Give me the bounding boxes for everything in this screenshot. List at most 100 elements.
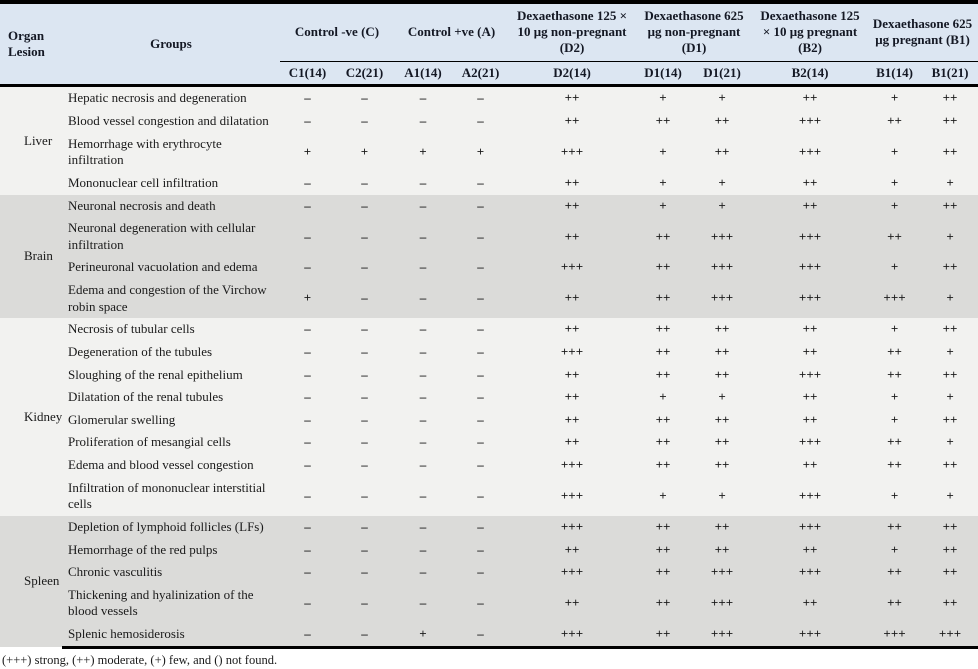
score-cell: ++	[753, 538, 868, 562]
score-cell: ++	[635, 256, 692, 280]
table-body: Liver Hepatic necrosis and degeneration – –…	[0, 85, 978, 649]
score-cell: –	[452, 476, 510, 516]
subcol-c1: C1(14)	[280, 61, 335, 88]
score-cell: +++	[753, 623, 868, 649]
score-cell: –	[452, 340, 510, 364]
subcol-b2: B2(14)	[753, 61, 868, 88]
score-cell: +++	[691, 279, 754, 319]
groups-header: Groups	[62, 2, 280, 88]
score-cell: –	[280, 256, 335, 280]
group-dexa-125-pregnant: Dexaethasone 125 × 10 μg pregnant (B2)	[753, 2, 868, 62]
organ-header-line2: Lesion	[8, 44, 45, 60]
score-cell: –	[394, 110, 452, 133]
organ-label: Liver	[0, 85, 62, 195]
organ-label: Spleen	[0, 515, 62, 648]
table-row: Liver Hepatic necrosis and degeneration – –…	[0, 85, 978, 195]
score-cell: –	[335, 279, 394, 319]
score-cell: –	[280, 217, 335, 257]
score-cell: –	[280, 476, 335, 516]
score-cell: +++	[509, 340, 636, 364]
score-cell: –	[394, 515, 452, 539]
table-row: Proliferation of mesangial cells – – – – ++ ++…	[0, 431, 978, 455]
score-cell: –	[335, 515, 394, 539]
organ-label: Brain	[0, 194, 62, 319]
group-control-positive: Control +ve (A)	[394, 2, 510, 62]
score-cell: +++	[753, 110, 868, 133]
score-cell: +	[335, 132, 394, 172]
score-cell: ++	[753, 340, 868, 364]
score-cell: ++	[753, 408, 868, 432]
score-cell: +	[867, 171, 923, 195]
score-cell: –	[452, 171, 510, 195]
score-cell: ++	[922, 515, 978, 539]
subcol-d1-21: D1(21)	[691, 61, 754, 88]
score-cell: ++	[509, 110, 636, 133]
score-cell: ++	[635, 431, 692, 455]
lesion-label: Perineuronal vacuolation and edema	[62, 256, 280, 280]
score-cell: ++	[753, 386, 868, 409]
organ-lesion-header: Organ Lesion	[0, 2, 62, 88]
score-cell: +	[635, 476, 692, 516]
table-row: Glomerular swelling – – – – ++ ++ ++ ++ + ++	[0, 408, 978, 432]
score-cell: ++	[691, 363, 754, 387]
score-cell: –	[335, 583, 394, 624]
score-cell: ++	[635, 561, 692, 584]
histopathology-table: Organ Lesion Groups Control -ve (C) Cont…	[0, 0, 978, 649]
table-footnote: (+++) strong, (++) moderate, (+) few, an…	[0, 648, 978, 668]
table-row: Blood vessel congestion and dilatation – –…	[0, 110, 978, 133]
group-control-negative: Control -ve (C)	[280, 2, 394, 62]
score-cell: +	[452, 132, 510, 172]
score-cell: ++	[509, 85, 636, 111]
score-cell: ++	[691, 132, 754, 172]
score-cell: +	[280, 132, 335, 172]
score-cell: –	[280, 386, 335, 409]
score-cell: –	[452, 363, 510, 387]
subcol-d2: D2(14)	[509, 61, 636, 88]
lesion-label: Hemorrhage with erythrocyte infiltration	[62, 132, 280, 172]
score-cell: ++	[691, 318, 754, 341]
lesion-label: Edema and blood vessel congestion	[62, 454, 280, 477]
score-cell: ++	[635, 279, 692, 319]
score-cell: –	[394, 194, 452, 218]
score-cell: +	[867, 408, 923, 432]
score-cell: –	[280, 171, 335, 195]
score-cell: –	[280, 538, 335, 562]
score-cell: +	[922, 386, 978, 409]
score-cell: +++	[509, 623, 636, 649]
score-cell: ++	[635, 217, 692, 257]
score-cell: +	[922, 431, 978, 455]
score-cell: –	[452, 538, 510, 562]
score-cell: –	[452, 279, 510, 319]
score-cell: ++	[867, 561, 923, 584]
score-cell: –	[280, 194, 335, 218]
score-cell: –	[335, 623, 394, 649]
score-cell: ++	[635, 623, 692, 649]
score-cell: ++	[509, 363, 636, 387]
score-cell: +++	[753, 132, 868, 172]
score-cell: –	[452, 431, 510, 455]
lesion-label: Neuronal degeneration with cellular infi…	[62, 217, 280, 257]
score-cell: ++	[867, 454, 923, 477]
score-cell: ++	[922, 561, 978, 584]
table-row: Hemorrhage with erythrocyte infiltration…	[0, 132, 978, 172]
score-cell: +	[867, 85, 923, 111]
score-cell: –	[452, 256, 510, 280]
score-cell: +++	[509, 561, 636, 584]
lesion-label: Depletion of lymphoid follicles (LFs)	[62, 515, 280, 539]
score-cell: –	[452, 110, 510, 133]
score-cell: ++	[509, 318, 636, 341]
score-cell: +++	[691, 623, 754, 649]
score-cell: +	[867, 318, 923, 341]
score-cell: –	[452, 561, 510, 584]
score-cell: +	[691, 171, 754, 195]
lesion-label: Glomerular swelling	[62, 408, 280, 432]
organ-header-line1: Organ	[8, 28, 45, 44]
subcol-a1: A1(14)	[394, 61, 452, 88]
score-cell: ++	[922, 408, 978, 432]
score-cell: +++	[509, 454, 636, 477]
score-cell: +	[922, 279, 978, 319]
score-cell: ++	[691, 340, 754, 364]
score-cell: ++	[753, 171, 868, 195]
score-cell: +++	[691, 583, 754, 624]
